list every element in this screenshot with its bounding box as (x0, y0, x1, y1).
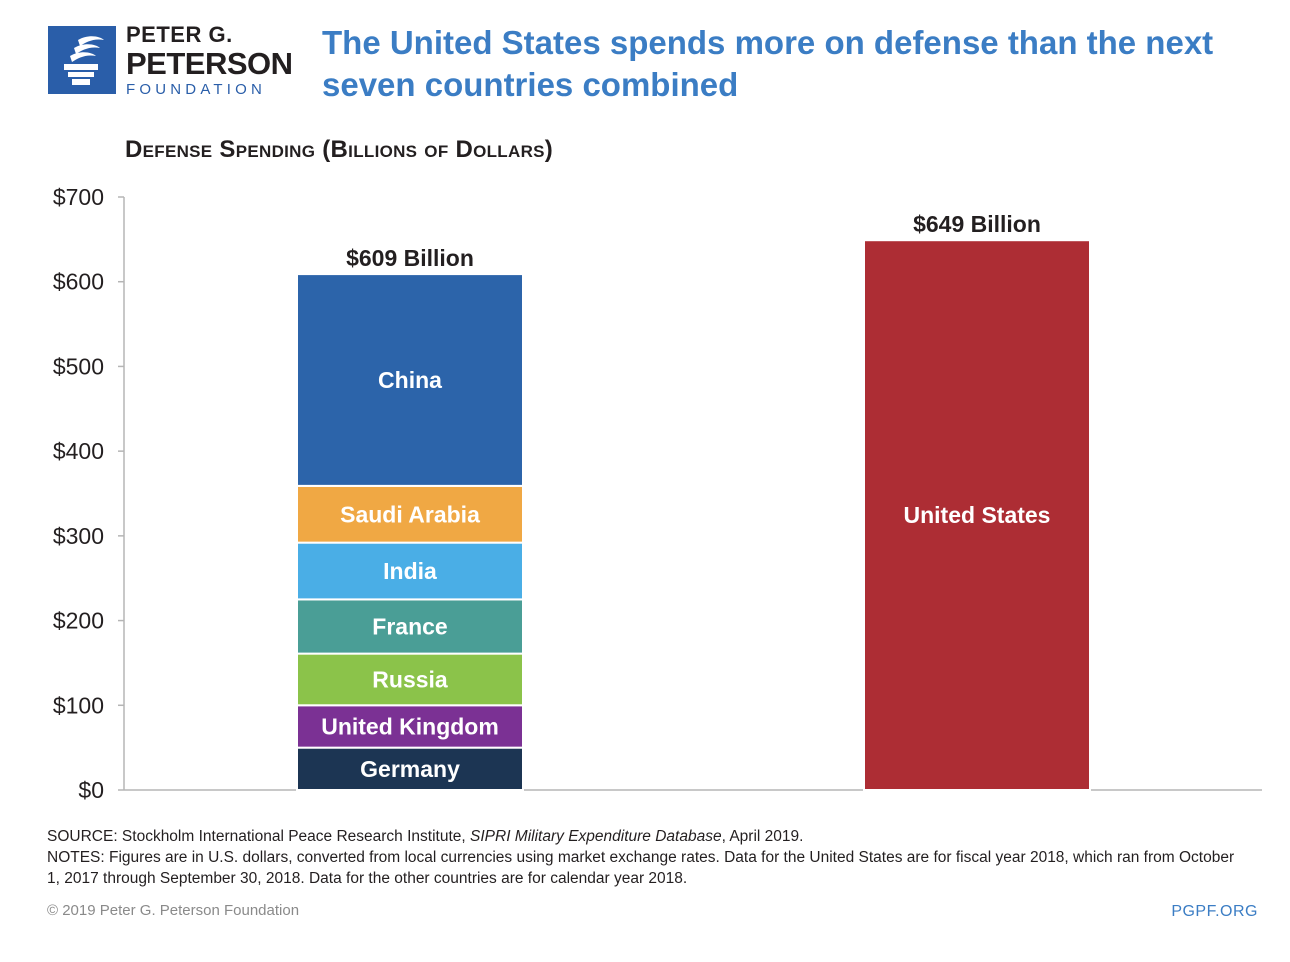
segment-label: Germany (360, 756, 460, 782)
bar-segment (296, 652, 524, 707)
headline: The United States spends more on defense… (322, 24, 1214, 103)
segment-label: Russia (372, 666, 448, 692)
logo-line-2: PETERSON (126, 46, 293, 81)
source-line: SOURCE: Stockholm International Peace Re… (47, 826, 1247, 847)
segment-label: United States (904, 502, 1051, 528)
stacked-bar-chart: $0 $100 $200 $300 $400 $500 $600 $700 Germany Uni… (53, 184, 1262, 803)
bar-segment (863, 239, 1091, 791)
y-tick-label: $300 (53, 523, 104, 549)
logo-line-3: FOUNDATION (126, 81, 267, 98)
segment-label: United Kingdom (321, 713, 499, 739)
logo-line-1: PETER G. (126, 22, 233, 47)
foundation-logo: PETER G. PETERSON FOUNDATION (48, 22, 298, 98)
bar-segment (296, 704, 524, 749)
source-notes: SOURCE: Stockholm International Peace Re… (47, 826, 1247, 889)
source-database: SIPRI Military Expenditure Database (470, 828, 722, 845)
y-tick-label: $100 (53, 692, 104, 718)
segment-label: France (372, 614, 447, 640)
y-tick-label: $400 (53, 438, 104, 464)
y-tick-label: $600 (53, 269, 104, 295)
segment-label: China (378, 367, 442, 393)
y-tick-label: $500 (53, 353, 104, 379)
bar-segment (296, 541, 524, 601)
bar-segment (296, 484, 524, 544)
y-tick-label: $0 (78, 777, 104, 803)
y-tick-label: $700 (53, 184, 104, 210)
y-tick-label: $200 (53, 608, 104, 634)
segment-label: India (383, 558, 437, 584)
copyright: © 2019 Peter G. Peterson Foundation (47, 902, 300, 919)
bar-total-label: $609 Billion (346, 245, 474, 271)
bar-segment (296, 273, 524, 487)
bar-segment (296, 598, 524, 655)
bar-segment (296, 746, 524, 792)
chart-subtitle: Defense Spending (Billions of Dollars) (125, 136, 554, 163)
bar-total-label: $649 Billion (913, 211, 1041, 237)
torch-icon (48, 26, 116, 94)
source-suffix: , April 2019. (721, 828, 804, 845)
notes-line: NOTES: Figures are in U.S. dollars, conv… (47, 849, 1235, 887)
segment-label: Saudi Arabia (340, 501, 480, 527)
site-link[interactable]: PGPF.ORG (1171, 903, 1258, 920)
source-prefix: SOURCE: Stockholm International Peace Re… (47, 828, 471, 845)
